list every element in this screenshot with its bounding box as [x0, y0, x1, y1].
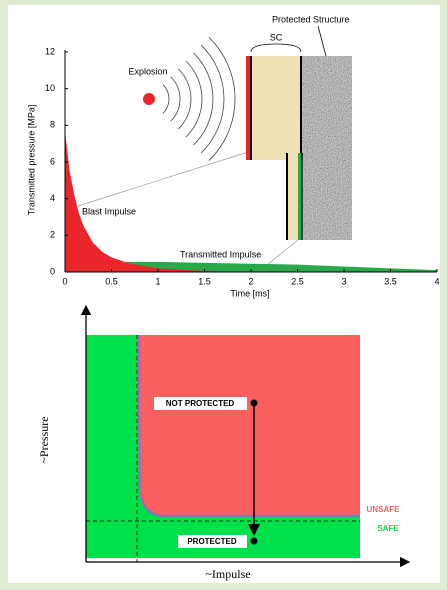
y-tick-label: 8 [50, 120, 55, 130]
structure-label: Protected Structure [272, 14, 350, 24]
area-label: Blast Impulse [82, 206, 136, 216]
y-tick-label: 10 [45, 83, 55, 93]
x-tick-label: 2 [248, 276, 253, 286]
x-tick-label: 3.5 [384, 276, 397, 286]
y-tick-label: 4 [50, 193, 55, 203]
figure: 0 2 4 6 8 10 12 0 0.5 1 1.5 2 2.5 3 3.5 4 Time [ms] Trans… [0, 0, 447, 590]
x-tick-label: 1.5 [198, 276, 211, 286]
protected-label: PROTECTED [187, 537, 237, 546]
dot [251, 400, 258, 407]
x-tick-label: 0.5 [105, 276, 118, 286]
x-tick-label: 0 [62, 276, 67, 286]
sc-label: SC [270, 32, 283, 42]
y-axis-label: ~Pressure [37, 416, 51, 463]
explosion [143, 93, 155, 105]
x-tick-label: 4 [434, 276, 439, 286]
y-axis-label: Transmitted pressure [MPa] [26, 105, 36, 216]
area-label: Transmitted Impulse [180, 249, 261, 259]
sc-core [252, 56, 300, 160]
x-tick-label: 2.5 [291, 276, 304, 286]
unsafe-region [137, 335, 360, 515]
red-layer [246, 56, 250, 160]
safe-label: SAFE [377, 524, 399, 533]
bottom-chart: NOT PROTECTED PROTECTED UNSAFE SAFE ~Pressur… [37, 310, 405, 581]
x-axis-label: Time [ms] [230, 288, 269, 298]
dot [251, 538, 258, 545]
not-protected-label: NOT PROTECTED [166, 399, 235, 408]
y-tick-label: 0 [50, 266, 55, 276]
x-tick-label: 3 [341, 276, 346, 286]
x-axis-label: ~Impulse [205, 567, 250, 581]
y-tick-label: 6 [50, 156, 55, 166]
structure [303, 153, 352, 240]
sc-core [288, 153, 298, 240]
green-layer [298, 153, 301, 240]
x-tick-label: 1 [155, 276, 160, 286]
structure [302, 56, 352, 160]
y-tick-label: 2 [50, 230, 55, 240]
y-tick-label: 12 [45, 46, 55, 56]
explosion-label: Explosion [128, 66, 167, 76]
unsafe-label: UNSAFE [367, 505, 401, 514]
